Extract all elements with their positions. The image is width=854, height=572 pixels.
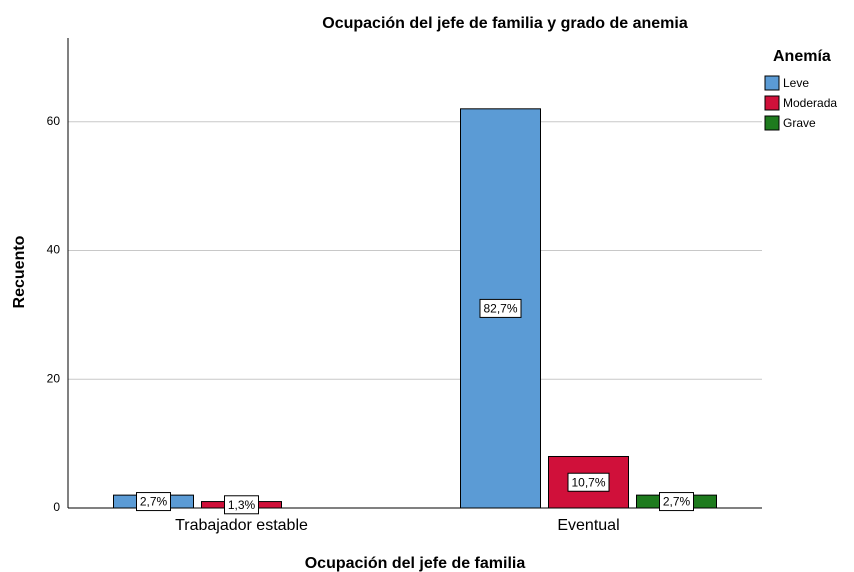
legend-swatch <box>764 115 780 131</box>
legend-title: Anemía <box>773 48 831 65</box>
data-label-box <box>659 492 694 512</box>
data-label-box <box>224 495 259 515</box>
data-label: 1,3% <box>228 498 256 512</box>
data-label-box <box>479 298 522 318</box>
legend-swatch <box>764 95 780 111</box>
x-tick-label: Eventual <box>557 517 619 534</box>
data-label-box <box>567 472 610 492</box>
legend-label: Moderada <box>783 96 837 110</box>
y-axis-label: Recuento <box>11 235 28 308</box>
y-tick-label: 40 <box>47 243 61 257</box>
x-tick-label: Trabajador estable <box>175 517 308 534</box>
legend-label: Leve <box>783 76 809 90</box>
y-tick-label: 0 <box>53 500 60 514</box>
data-label: 2,7% <box>140 495 168 509</box>
data-label: 82,7% <box>483 302 517 316</box>
legend-swatch <box>764 75 780 91</box>
data-label: 2,7% <box>663 495 691 509</box>
y-tick-label: 20 <box>47 371 61 385</box>
data-label: 10,7% <box>571 475 605 489</box>
x-axis-label: Ocupación del jefe de familia <box>305 555 526 572</box>
chart-title: Ocupación del jefe de familia y grado de… <box>322 15 688 32</box>
data-label-box <box>136 492 171 512</box>
y-tick-label: 60 <box>47 114 61 128</box>
legend-label: Grave <box>783 116 816 130</box>
